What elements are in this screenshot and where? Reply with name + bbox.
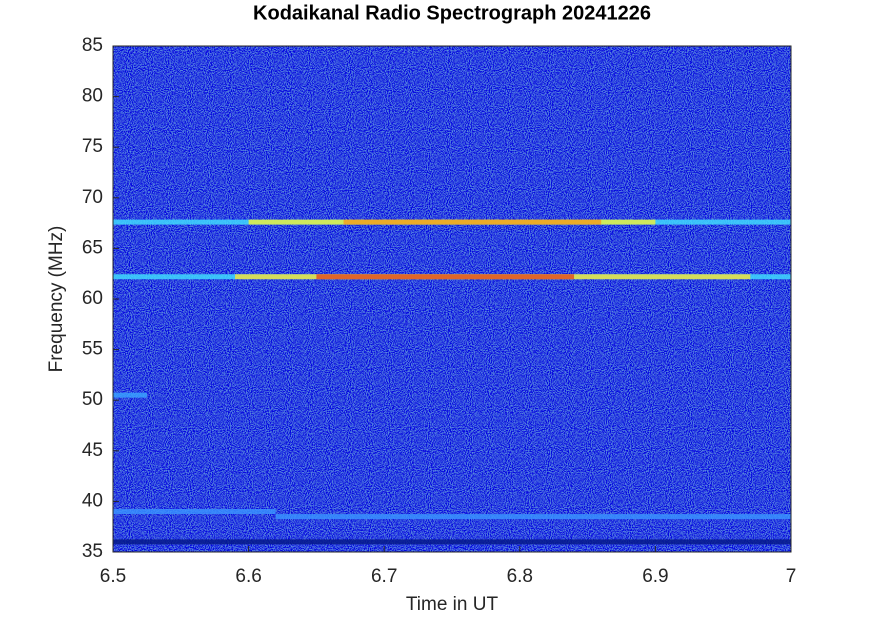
emission-band	[113, 509, 276, 515]
emission-band	[316, 274, 575, 280]
y-tick-label: 50	[82, 389, 103, 410]
x-tick-label: 6.9	[642, 566, 668, 587]
y-tick-label: 75	[82, 136, 103, 157]
chart-title: Kodaikanal Radio Spectrograph 20241226	[253, 2, 651, 24]
plot-frame	[112, 45, 792, 553]
noise-texture	[113, 46, 791, 552]
y-tick-label: 60	[82, 288, 103, 309]
x-tick-label: 7	[786, 566, 797, 587]
y-tick-label: 70	[82, 187, 103, 208]
x-axis-label: Time in UT	[406, 594, 499, 615]
y-tick-label: 85	[82, 35, 103, 56]
emission-band	[343, 219, 602, 225]
y-tick-label: 40	[82, 490, 103, 511]
emission-band	[275, 514, 792, 520]
emission-band	[113, 392, 147, 398]
y-tick-label: 80	[82, 86, 103, 107]
y-axis-label: Frequency (MHz)	[46, 226, 67, 373]
y-tick-label: 35	[82, 541, 103, 562]
x-tick-label: 6.7	[371, 566, 397, 587]
y-tick-label: 65	[82, 237, 103, 258]
emission-band	[113, 539, 791, 545]
x-tick-label: 6.5	[100, 566, 126, 587]
y-tick-label: 45	[82, 440, 103, 461]
y-tick-label: 55	[82, 339, 103, 360]
x-tick-label: 6.6	[235, 566, 261, 587]
x-tick-label: 6.8	[507, 566, 533, 587]
